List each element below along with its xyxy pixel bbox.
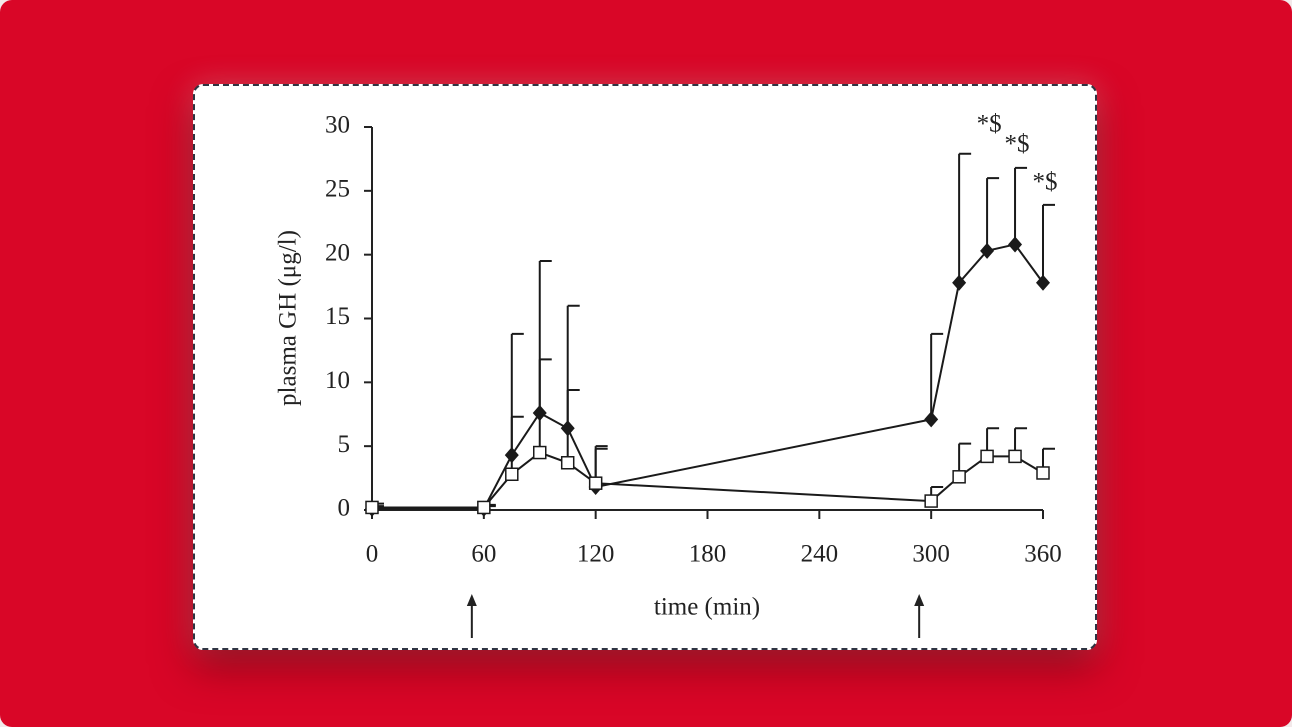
point-square [588,476,603,490]
x-tick-label: 180 [689,541,727,568]
x-tick-label: 360 [1024,541,1062,568]
y-tick-label: 10 [325,367,350,394]
series-line [372,451,1044,509]
y-tick-label: 20 [325,239,350,266]
error-bar [566,304,580,429]
x-tick-label: 120 [577,541,615,568]
error-bar [1042,203,1055,283]
arrow-head [466,594,477,606]
point-square [924,494,938,508]
point-square [505,467,519,482]
x-tick-label: 300 [912,541,950,568]
point-diamond [1036,274,1050,291]
point-square [560,456,575,470]
x-tick-label: 0 [366,541,379,568]
x-axis-label: time (min) [654,594,760,621]
point-diamond [980,242,995,259]
y-tick-label: 15 [325,303,350,330]
y-tick-label: 25 [325,176,350,203]
y-tick-label: 0 [338,495,351,522]
point-square [980,449,994,464]
point-diamond [924,411,939,428]
chart-card [193,84,1097,650]
error-bar [538,260,552,413]
point-diamond [952,274,967,291]
significance-annotation: *$ [977,111,1002,138]
point-square [477,500,491,515]
error-bar [958,152,972,283]
error-bar [566,388,580,463]
x-tick-label: 60 [471,541,496,568]
point-square [952,470,966,484]
arrow-head [914,594,925,606]
error-bar [538,358,552,453]
error-bar [930,332,944,420]
point-diamond [1008,236,1023,253]
error-bar [510,415,524,475]
x-tick-label: 240 [801,541,839,568]
error-bar [1014,166,1028,245]
series-line [372,243,1044,510]
y-tick-label: 30 [325,112,350,139]
y-axis-label: plasma GH (μg/l) [275,230,302,406]
y-tick-label: 5 [338,431,351,458]
significance-annotation: *$ [1005,131,1030,158]
significance-annotation: *$ [1033,169,1058,196]
point-square [1036,466,1050,480]
error-bar [510,332,524,456]
point-square [533,445,547,460]
point-square [365,500,379,515]
point-square [1008,449,1022,464]
error-bar [986,177,1000,251]
